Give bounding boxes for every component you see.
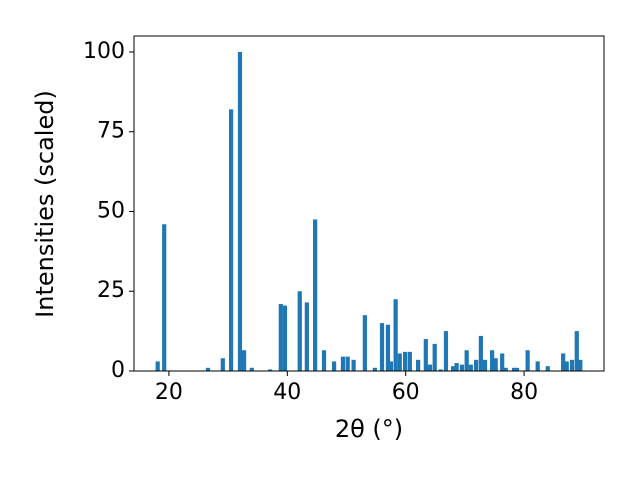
bar <box>278 304 283 371</box>
y-tick-label: 75 <box>97 119 125 144</box>
bar <box>564 361 569 371</box>
bar <box>569 359 575 371</box>
bar <box>427 364 433 371</box>
bar <box>525 350 530 371</box>
bar <box>388 361 394 371</box>
bar <box>432 343 437 371</box>
bar <box>468 364 473 371</box>
bar <box>503 367 508 371</box>
bar <box>205 367 211 371</box>
bar <box>345 356 350 371</box>
bar <box>237 51 243 371</box>
bar <box>574 331 579 371</box>
bar <box>454 363 459 371</box>
bar <box>379 323 385 371</box>
bar <box>362 315 367 371</box>
bar <box>304 302 309 371</box>
bar <box>220 358 225 371</box>
bar <box>511 367 517 371</box>
bar <box>478 335 483 371</box>
bar <box>393 299 398 371</box>
x-tick-label: 80 <box>510 380 538 405</box>
bar <box>321 350 327 371</box>
x-tick-label: 20 <box>155 380 183 405</box>
bar <box>493 358 498 371</box>
bar <box>397 353 402 371</box>
bar <box>268 369 273 371</box>
bar <box>249 367 254 371</box>
bar <box>162 224 167 371</box>
bar <box>490 350 495 371</box>
y-axis-label: Intensities (scaled) <box>31 90 59 318</box>
bar <box>340 356 346 371</box>
bar <box>535 361 540 371</box>
bar <box>578 359 583 371</box>
bar <box>482 359 488 371</box>
bar <box>545 366 550 371</box>
bar <box>407 351 412 371</box>
x-tick-label: 40 <box>273 380 301 405</box>
bar <box>297 291 302 371</box>
y-tick-label: 0 <box>111 358 125 383</box>
x-tick-label: 60 <box>392 380 420 405</box>
bar <box>282 305 288 371</box>
y-tick-label: 25 <box>97 278 125 303</box>
bar <box>514 367 520 371</box>
y-tick-label: 100 <box>83 39 125 64</box>
bar <box>450 366 456 371</box>
bar <box>228 109 234 371</box>
bar <box>372 367 378 371</box>
bar <box>155 361 160 371</box>
bar <box>423 339 428 371</box>
bar <box>385 324 391 371</box>
bar <box>313 219 318 371</box>
x-axis-label: 2θ (°) <box>335 415 403 443</box>
bar <box>403 351 408 371</box>
bar <box>474 359 479 371</box>
bar <box>351 359 356 371</box>
y-tick-label: 50 <box>97 198 125 223</box>
bar <box>416 359 421 371</box>
bar <box>459 364 465 371</box>
bar <box>500 353 505 371</box>
bar <box>438 369 443 371</box>
bar <box>561 353 566 371</box>
bar <box>464 350 469 371</box>
plot-frame <box>133 35 605 372</box>
bar <box>242 350 247 371</box>
bar <box>331 361 337 371</box>
bar <box>443 331 449 371</box>
